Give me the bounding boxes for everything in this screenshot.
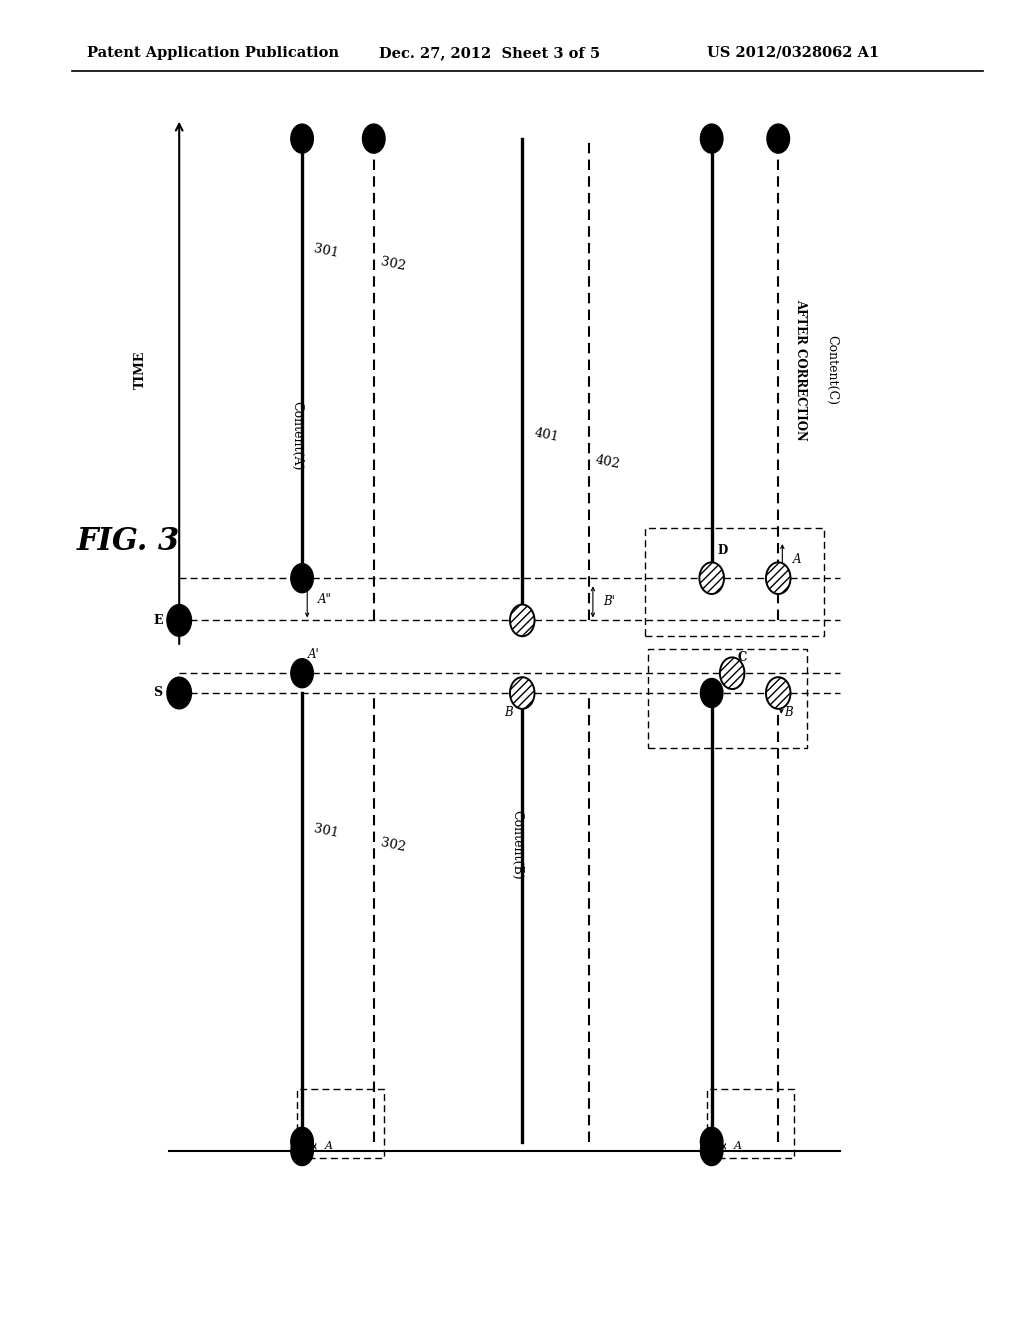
Text: B': B': [603, 595, 615, 609]
Circle shape: [167, 605, 191, 636]
Text: A: A: [793, 553, 801, 566]
Text: E: E: [154, 614, 163, 627]
Text: AFTER CORRECTION: AFTER CORRECTION: [795, 298, 807, 441]
Text: A": A": [317, 593, 332, 606]
Text: Content(B): Content(B): [511, 810, 523, 879]
Text: 301: 301: [312, 822, 340, 841]
Text: 402: 402: [594, 453, 622, 471]
Circle shape: [766, 562, 791, 594]
Circle shape: [291, 659, 313, 688]
Text: 302: 302: [379, 255, 407, 273]
Circle shape: [291, 564, 313, 593]
Circle shape: [362, 124, 385, 153]
Circle shape: [291, 1127, 313, 1156]
Text: FIG. 3: FIG. 3: [77, 525, 180, 557]
Circle shape: [700, 1137, 723, 1166]
Circle shape: [510, 605, 535, 636]
Text: 302: 302: [379, 836, 407, 854]
Circle shape: [700, 124, 723, 153]
Circle shape: [767, 124, 790, 153]
Text: Dec. 27, 2012  Sheet 3 of 5: Dec. 27, 2012 Sheet 3 of 5: [379, 46, 600, 59]
Circle shape: [167, 677, 191, 709]
Text: C: C: [737, 651, 746, 664]
Circle shape: [700, 1127, 723, 1156]
Circle shape: [699, 562, 724, 594]
Text: 301: 301: [312, 242, 340, 260]
Circle shape: [766, 677, 791, 709]
Text: B: B: [784, 706, 793, 719]
Text: B: B: [504, 706, 512, 719]
Text: A: A: [734, 1142, 742, 1151]
Circle shape: [720, 657, 744, 689]
Text: A: A: [325, 1142, 333, 1151]
Text: 401: 401: [532, 426, 560, 445]
Text: S: S: [154, 686, 163, 700]
Text: Content(A): Content(A): [291, 401, 303, 470]
Circle shape: [510, 677, 535, 709]
Text: A': A': [308, 648, 319, 661]
Text: D: D: [718, 544, 728, 557]
Text: Patent Application Publication: Patent Application Publication: [87, 46, 339, 59]
Circle shape: [291, 1137, 313, 1166]
Circle shape: [291, 124, 313, 153]
Text: TIME: TIME: [134, 350, 146, 389]
Text: Content(C): Content(C): [825, 334, 838, 405]
Text: US 2012/0328062 A1: US 2012/0328062 A1: [707, 46, 879, 59]
Circle shape: [700, 678, 723, 708]
